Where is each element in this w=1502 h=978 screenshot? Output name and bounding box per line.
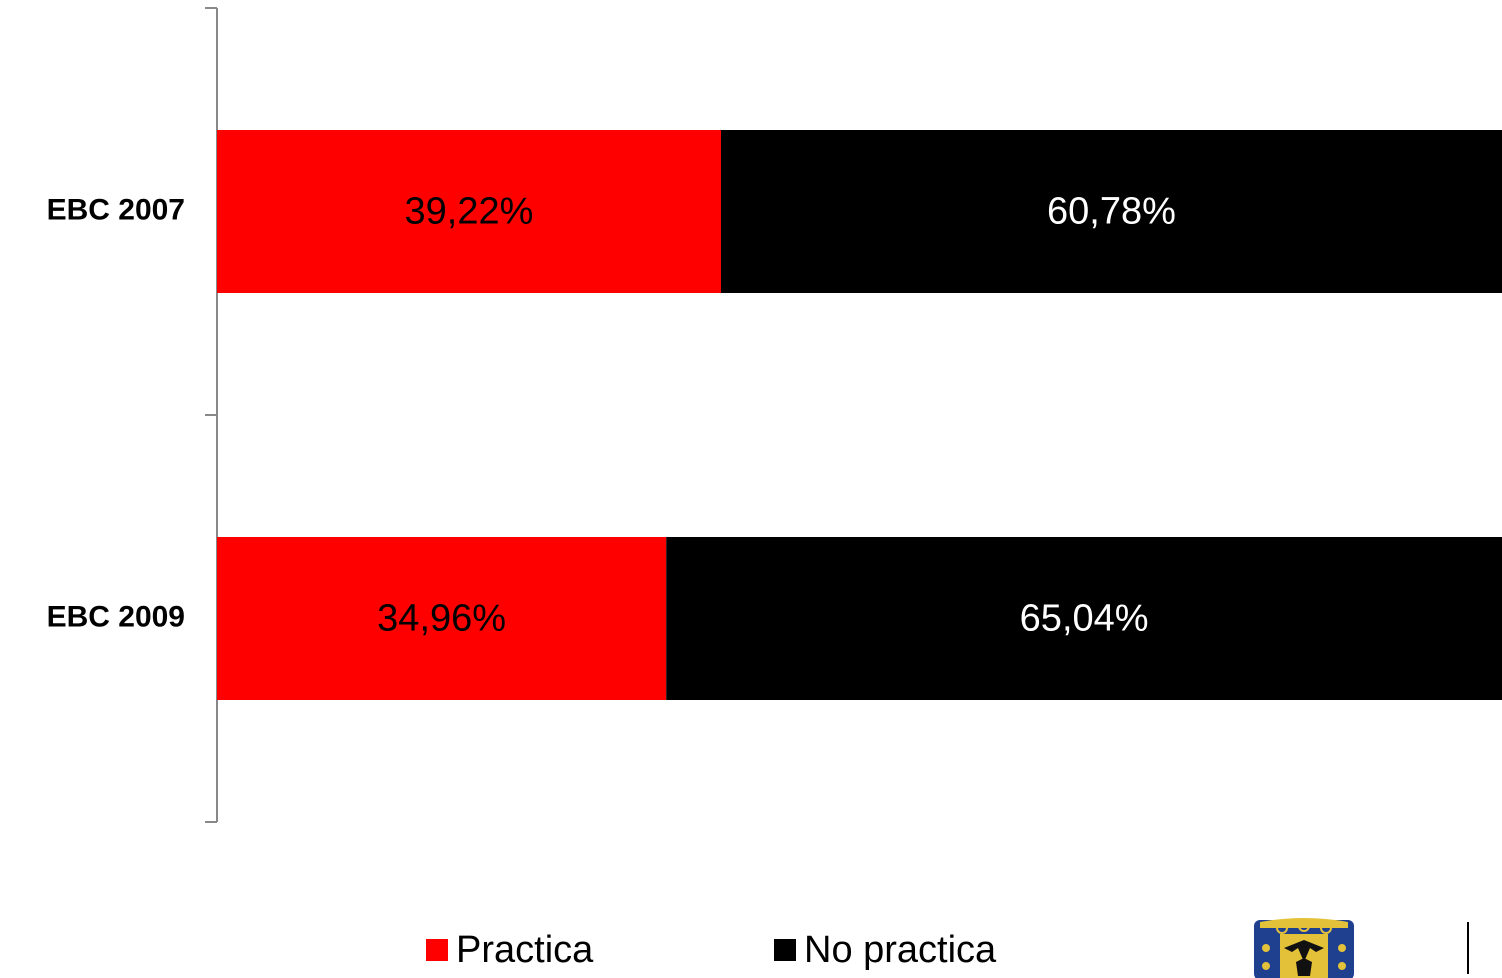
category-label: EBC 2009: [47, 600, 185, 633]
data-label: 39,22%: [405, 191, 534, 233]
legend-swatch: [774, 939, 796, 961]
legend: Practica No practica: [0, 928, 1502, 974]
bar-segment: [666, 537, 1502, 700]
legend-label: No practica: [804, 929, 997, 971]
divider: [1467, 922, 1469, 974]
coat-of-arms-icon: [1254, 918, 1354, 978]
legend-swatch: [426, 939, 448, 961]
data-label: 60,78%: [1047, 191, 1176, 233]
category-label: EBC 2007: [47, 193, 185, 226]
data-label: 65,04%: [1020, 598, 1149, 640]
legend-item: No practica: [774, 928, 996, 972]
bar-segment: [217, 130, 721, 293]
labels: EBC 2007 39,22% 60,78% EBC 2009 34,96% 65,04%: [47, 191, 1176, 640]
chart: EBC 2007 39,22% 60,78% EBC 2009 34,96% 65,04%: [47, 7, 1502, 823]
legend-label: Practica: [456, 929, 594, 971]
bars: [217, 130, 1502, 700]
data-label: 34,96%: [377, 598, 506, 640]
bar-segment: [217, 537, 667, 700]
legend-item: Practica: [426, 928, 593, 972]
bar-segment: [720, 130, 1502, 293]
y-axis: [205, 7, 218, 823]
